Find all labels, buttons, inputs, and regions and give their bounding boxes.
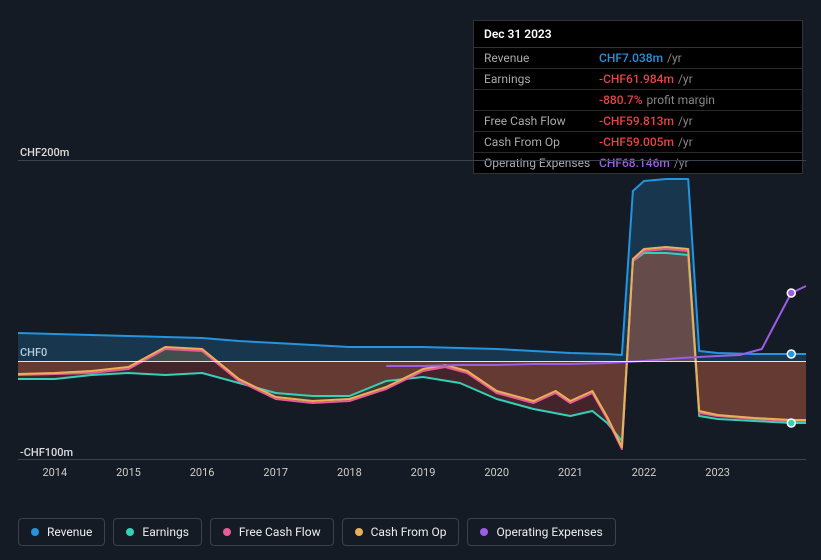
tooltip-row: RevenueCHF7.038m/yr bbox=[474, 48, 802, 69]
tooltip-suffix: /yr bbox=[678, 114, 693, 128]
tooltip-label bbox=[484, 93, 599, 107]
tooltip-row: Earnings-CHF61.984m/yr bbox=[474, 69, 802, 90]
tooltip-date: Dec 31 2023 bbox=[474, 21, 802, 48]
legend-label: Free Cash Flow bbox=[239, 525, 321, 539]
tooltip-value: -CHF61.984m bbox=[599, 72, 674, 86]
x-axis: 2014 2015 2016 2017 2018 2019 2020 2021 2022 2023 bbox=[18, 466, 806, 486]
tooltip-label: Cash From Op bbox=[484, 135, 599, 149]
legend-dot-icon bbox=[31, 528, 39, 536]
plot-svg bbox=[18, 161, 806, 461]
tooltip-suffix: /yr bbox=[678, 135, 693, 149]
legend-item-fcf[interactable]: Free Cash Flow bbox=[210, 518, 334, 546]
y-axis-label: CHF200m bbox=[20, 146, 69, 159]
tooltip-value: CHF7.038m bbox=[599, 51, 663, 65]
legend-item-cfo[interactable]: Cash From Op bbox=[342, 518, 460, 546]
legend-label: Cash From Op bbox=[371, 525, 447, 539]
legend-label: Operating Expenses bbox=[496, 525, 602, 539]
legend-item-revenue[interactable]: Revenue bbox=[18, 518, 105, 546]
legend-label: Revenue bbox=[47, 525, 92, 539]
x-axis-label: 2021 bbox=[558, 466, 583, 479]
chart-tooltip: Dec 31 2023 RevenueCHF7.038m/yrEarnings-… bbox=[473, 20, 803, 174]
legend-item-opex[interactable]: Operating Expenses bbox=[467, 518, 615, 546]
legend-dot-icon bbox=[223, 528, 231, 536]
legend-label: Earnings bbox=[142, 525, 189, 539]
legend-dot-icon bbox=[480, 528, 488, 536]
plot-area[interactable] bbox=[18, 160, 806, 460]
tooltip-suffix: /yr bbox=[678, 72, 693, 86]
legend-dot-icon bbox=[126, 528, 134, 536]
marker-earnings bbox=[787, 419, 795, 427]
marker-opex bbox=[787, 289, 795, 297]
financial-chart: CHF200mCHF0-CHF100m 20142015201620172018… bbox=[18, 160, 806, 486]
tooltip-row: -880.7% profit margin bbox=[474, 90, 802, 111]
x-axis-label: 2018 bbox=[337, 466, 362, 479]
legend-dot-icon bbox=[355, 528, 363, 536]
tooltip-suffix: /yr bbox=[667, 51, 682, 65]
legend-item-earnings[interactable]: Earnings bbox=[113, 518, 202, 546]
tooltip-value: -CHF59.005m bbox=[599, 135, 674, 149]
tooltip-label: Revenue bbox=[484, 51, 599, 65]
x-axis-label: 2022 bbox=[632, 466, 657, 479]
tooltip-label: Free Cash Flow bbox=[484, 114, 599, 128]
x-axis-label: 2017 bbox=[263, 466, 288, 479]
tooltip-row: Cash From Op-CHF59.005m/yr bbox=[474, 132, 802, 153]
x-axis-label: 2023 bbox=[705, 466, 730, 479]
tooltip-value: -CHF59.813m bbox=[599, 114, 674, 128]
tooltip-row: Free Cash Flow-CHF59.813m/yr bbox=[474, 111, 802, 132]
tooltip-label: Earnings bbox=[484, 72, 599, 86]
x-axis-label: 2015 bbox=[116, 466, 141, 479]
x-axis-label: 2019 bbox=[411, 466, 436, 479]
x-axis-label: 2016 bbox=[190, 466, 215, 479]
chart-legend: Revenue Earnings Free Cash Flow Cash From O… bbox=[18, 518, 616, 546]
zero-line bbox=[18, 361, 806, 362]
tooltip-value: -880.7% bbox=[599, 93, 643, 107]
x-axis-label: 2014 bbox=[42, 466, 67, 479]
x-axis-label: 2020 bbox=[484, 466, 509, 479]
tooltip-suffix: profit margin bbox=[647, 93, 715, 107]
marker-revenue bbox=[787, 350, 795, 358]
